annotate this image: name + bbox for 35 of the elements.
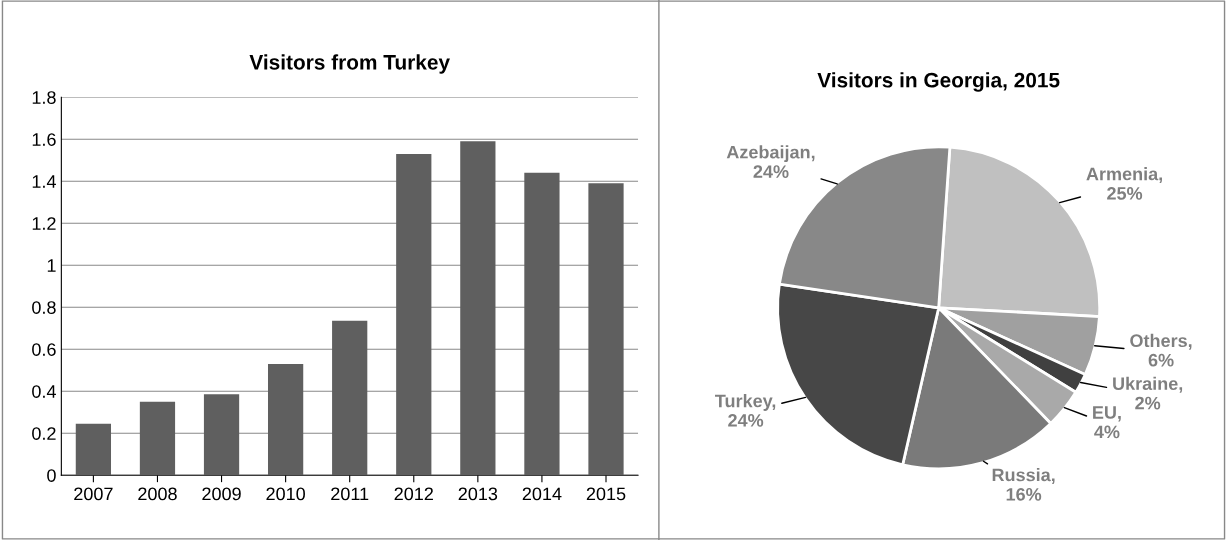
bar — [139, 401, 176, 476]
slice-label: Russia, 16% — [992, 468, 1055, 501]
x-tick-label: 2015 — [586, 487, 626, 501]
chart-title: Visitors in Georgia, 2015 — [817, 72, 1060, 92]
slice-label: Azebaijan, 24% — [726, 145, 815, 178]
x-tick-label: 2009 — [202, 487, 241, 501]
y-tick-label: 0.2 — [32, 427, 56, 440]
bar — [460, 141, 496, 476]
x-tick-label: 2008 — [138, 487, 177, 501]
y-tick-label: 1.8 — [32, 91, 56, 104]
x-tick-label: 2014 — [522, 487, 562, 501]
y-tick-label: 1 — [47, 259, 56, 272]
y-tick-label: 1.6 — [32, 133, 56, 146]
bar — [588, 183, 624, 476]
x-tick-label: 2010 — [266, 487, 305, 501]
chart-title: Visitors from Turkey — [249, 54, 450, 74]
bar — [332, 320, 368, 476]
slice-label: Others, 6% — [1130, 333, 1192, 367]
bar — [268, 363, 304, 476]
slice-label: Turkey, 24% — [715, 394, 776, 427]
y-tick-label: 1.2 — [32, 217, 56, 230]
slice-label: Armenia, 25% — [1086, 167, 1162, 200]
y-tick-label: 0.8 — [32, 301, 56, 314]
bar — [203, 394, 240, 476]
bar — [75, 423, 112, 476]
x-tick-label: 2011 — [331, 487, 369, 501]
y-tick-label: 1.4 — [32, 175, 56, 188]
bar — [524, 172, 560, 476]
y-tick-label: 0 — [47, 469, 56, 482]
x-tick-label: 2012 — [394, 487, 433, 501]
y-tick-label: 0.6 — [32, 343, 56, 356]
y-tick-label: 0.4 — [32, 385, 56, 398]
bar — [396, 153, 432, 476]
x-tick-label: 2013 — [458, 487, 498, 501]
x-tick-label: 2007 — [74, 487, 113, 501]
